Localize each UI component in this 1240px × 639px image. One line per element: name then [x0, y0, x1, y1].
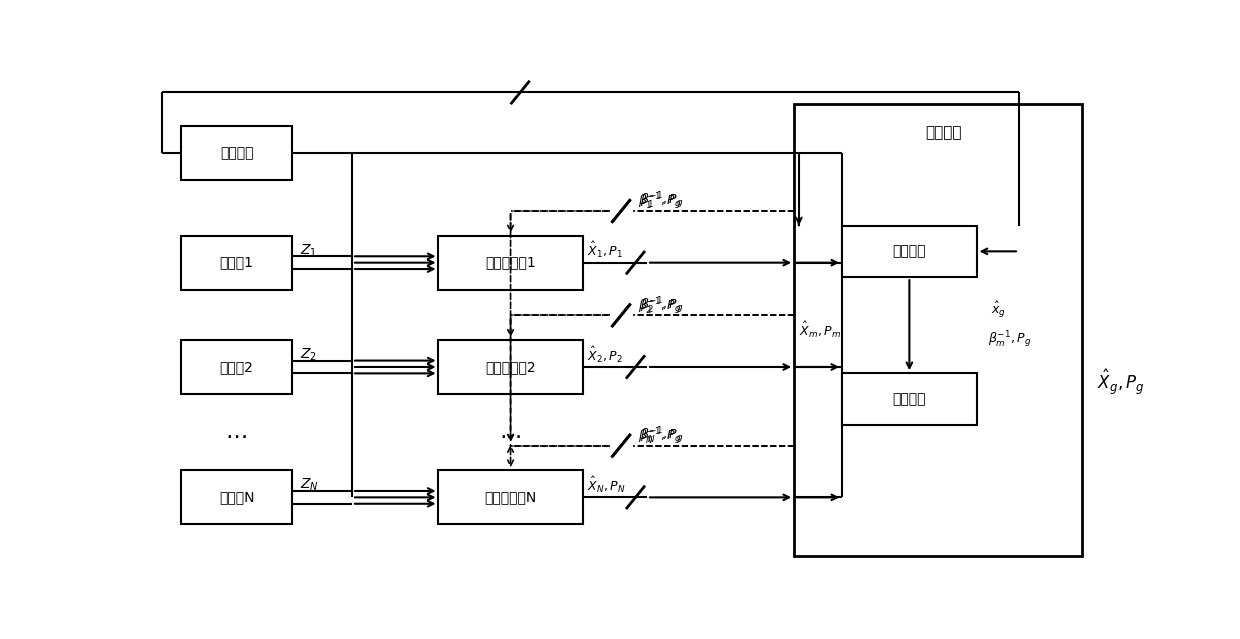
- Bar: [439, 470, 583, 525]
- Text: $\beta_N^{-1},P_g$: $\beta_N^{-1},P_g$: [639, 427, 682, 447]
- Text: 子系统N: 子系统N: [219, 490, 254, 504]
- Bar: [439, 236, 583, 289]
- Bar: [181, 340, 291, 394]
- Text: $\beta_2^{-1},P_g$: $\beta_2^{-1},P_g$: [640, 295, 683, 316]
- Text: 子系统2: 子系统2: [219, 360, 254, 374]
- Bar: [181, 126, 291, 180]
- Bar: [181, 236, 291, 289]
- Text: $\beta_N^{-1},P_g$: $\beta_N^{-1},P_g$: [640, 426, 683, 446]
- Text: $Z_N$: $Z_N$: [300, 477, 319, 493]
- Text: 子系统1: 子系统1: [219, 256, 254, 270]
- Text: 局部滤波器1: 局部滤波器1: [485, 256, 536, 270]
- Text: $Z_1$: $Z_1$: [300, 242, 316, 259]
- Text: $\hat{X}_N,P_N$: $\hat{X}_N,P_N$: [588, 475, 626, 495]
- Bar: [794, 104, 1083, 557]
- Text: $\beta_1^{-1},P_g$: $\beta_1^{-1},P_g$: [639, 192, 682, 212]
- Text: $\hat{x}_g$: $\hat{x}_g$: [991, 300, 1006, 320]
- Text: $Z_2$: $Z_2$: [300, 346, 316, 363]
- Text: $\beta_m^{-1},P_g$: $\beta_m^{-1},P_g$: [988, 330, 1032, 350]
- Text: $\beta_2^{-1},P_g$: $\beta_2^{-1},P_g$: [639, 296, 682, 317]
- Text: $\hat{X}_g,P_g$: $\hat{X}_g,P_g$: [1097, 367, 1145, 397]
- Bar: [842, 226, 977, 277]
- Text: 局部滤波器2: 局部滤波器2: [485, 360, 536, 374]
- Text: 局部滤波器N: 局部滤波器N: [485, 490, 537, 504]
- Text: $\hat{X}_2,P_2$: $\hat{X}_2,P_2$: [588, 344, 624, 365]
- Text: …: …: [226, 422, 248, 442]
- Bar: [842, 373, 977, 425]
- Text: $\hat{X}_m,P_m$: $\hat{X}_m,P_m$: [799, 320, 841, 340]
- Text: …: …: [500, 422, 522, 442]
- Text: $\beta_1^{-1},P_g$: $\beta_1^{-1},P_g$: [640, 191, 683, 212]
- Text: 参考系统: 参考系统: [219, 146, 253, 160]
- Text: 时间更新: 时间更新: [893, 244, 926, 258]
- Bar: [181, 470, 291, 525]
- Text: 主滤波器: 主滤波器: [926, 125, 962, 140]
- Bar: [439, 340, 583, 394]
- Text: 最优融合: 最优融合: [893, 392, 926, 406]
- Text: $\hat{X}_1,P_1$: $\hat{X}_1,P_1$: [588, 240, 624, 261]
